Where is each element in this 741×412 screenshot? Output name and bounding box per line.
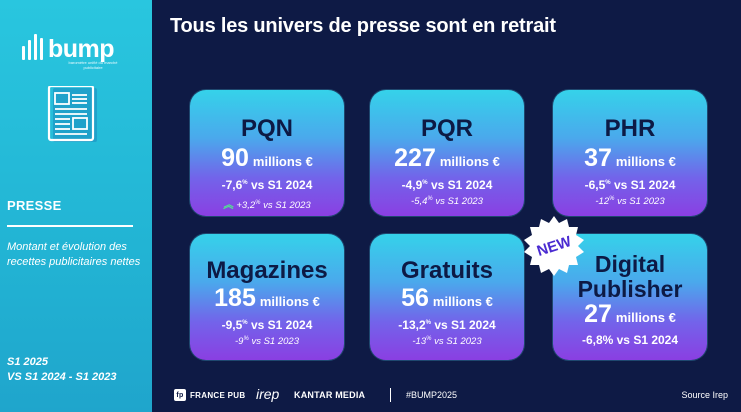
france-pub-logo: fp FRANCE PUB (174, 389, 245, 401)
amount-unit: millions € (439, 154, 500, 169)
card-name: Gratuits (400, 257, 493, 284)
page-title: Tous les univers de presse sont en retra… (170, 15, 556, 37)
card-name-line-2: Publisher (577, 276, 683, 302)
card-name: PHR (604, 115, 656, 142)
variation-vs-2023: -9% vs S1 2023 (235, 336, 299, 348)
france-pub-text: FRANCE PUB (190, 390, 246, 400)
amount-unit: millions € (432, 294, 493, 309)
logo-text: bump (48, 35, 115, 63)
new-badge-icon: NEW (524, 216, 584, 276)
amount-unit: millions € (252, 154, 313, 169)
amount-value: 185 (214, 284, 256, 312)
card-pqn: PQN 90 millions € -7,6% vs S1 2024 ︽ +3,2%… (190, 90, 344, 216)
kantar-media-logo: KANTAR MEDIA (294, 390, 366, 400)
footer: fp FRANCE PUB irep KANTAR MEDIA #BUMP202… (170, 386, 730, 406)
card-magazines: Magazines 185 millions € -9,5% vs S1 2024… (190, 234, 344, 360)
variation-vs-2024: -7,6% vs S1 2024 (221, 178, 313, 192)
card-name-line-1: Digital (594, 251, 666, 277)
card-phr: PHR 37 millions € -6,5% vs S1 2024 -12% v… (553, 90, 707, 216)
irep-logo: irep (256, 386, 280, 402)
card-name: Digital Publisher (553, 252, 707, 302)
card-name: PQN (240, 115, 293, 142)
amount-unit: millions € (615, 154, 676, 169)
section-divider (7, 225, 133, 227)
variation-vs-2024: -4,9% vs S1 2024 (401, 178, 493, 192)
amount-value: 27 (584, 300, 612, 328)
amount-value: 56 (401, 284, 429, 312)
variation-vs-2024: -6,8% vs S1 2024 (581, 333, 679, 347)
variation-vs-2023: ︽ +3,2% vs S1 2023 (223, 199, 311, 211)
card-amount: 90 millions € (190, 144, 344, 173)
card-amount: 227 millions € (370, 144, 524, 173)
amount-value: 90 (221, 144, 249, 172)
variation-vs-2023: -12% vs S1 2023 (595, 196, 665, 208)
double-chevron-up-icon: ︽ (223, 200, 234, 211)
logo-bars-icon (22, 34, 43, 60)
section-title: PRESSE (7, 198, 62, 213)
card-amount: 27 millions € (553, 300, 707, 329)
card-pqr: PQR 227 millions € -4,9% vs S1 2024 -5,4%… (370, 90, 524, 216)
bump-logo: bump (22, 34, 115, 63)
card-amount: 185 millions € (190, 284, 344, 313)
variation-vs-2024: -9,5% vs S1 2024 (221, 318, 313, 332)
france-pub-icon: fp (174, 389, 186, 401)
variation-vs-2023: -5,4% vs S1 2023 (411, 196, 483, 208)
variation-vs-2024: -6,5% vs S1 2024 (584, 178, 676, 192)
period-line-2: VS S1 2024 - S1 2023 (7, 371, 117, 383)
card-name: Magazines (206, 257, 328, 284)
card-digital-publisher: Digital Publisher 27 millions € -6,8% vs … (553, 234, 707, 360)
period-line-1: S1 2025 (7, 356, 48, 368)
amount-unit: millions € (615, 310, 676, 325)
card-amount: 37 millions € (553, 144, 707, 173)
card-name: PQR (420, 115, 473, 142)
section-description: Montant et évolution des recettes public… (7, 241, 141, 268)
variation-vs-2023: -13% vs S1 2023 (412, 336, 482, 348)
newspaper-icon (47, 86, 97, 142)
card-amount: 56 millions € (370, 284, 524, 313)
amount-value: 227 (394, 144, 436, 172)
source-label: Source Irep (681, 390, 728, 400)
footer-divider (390, 388, 391, 402)
hashtag: #BUMP2025 (406, 390, 458, 400)
amount-unit: millions € (259, 294, 320, 309)
amount-value: 37 (584, 144, 612, 172)
card-gratuits: Gratuits 56 millions € -13,2% vs S1 2024 … (370, 234, 524, 360)
logo-subtitle: baromètre unifié du marché publicitaire (68, 60, 118, 70)
sidebar: bump baromètre unifié du marché publicit… (0, 0, 152, 412)
period-label: S1 2025 VS S1 2024 - S1 2023 (7, 355, 116, 385)
variation-vs-2024: -13,2% vs S1 2024 (398, 318, 496, 332)
